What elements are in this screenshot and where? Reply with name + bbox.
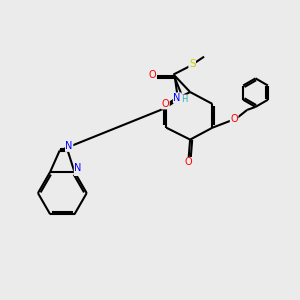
- Text: N: N: [74, 164, 82, 173]
- Text: O: O: [230, 114, 238, 124]
- Text: N: N: [74, 166, 82, 176]
- Text: O: O: [162, 99, 169, 109]
- Text: H: H: [181, 95, 187, 104]
- Text: O: O: [185, 158, 193, 167]
- Text: N: N: [173, 93, 181, 103]
- Text: N: N: [65, 141, 73, 152]
- Text: O: O: [149, 70, 157, 80]
- Text: S: S: [189, 59, 196, 69]
